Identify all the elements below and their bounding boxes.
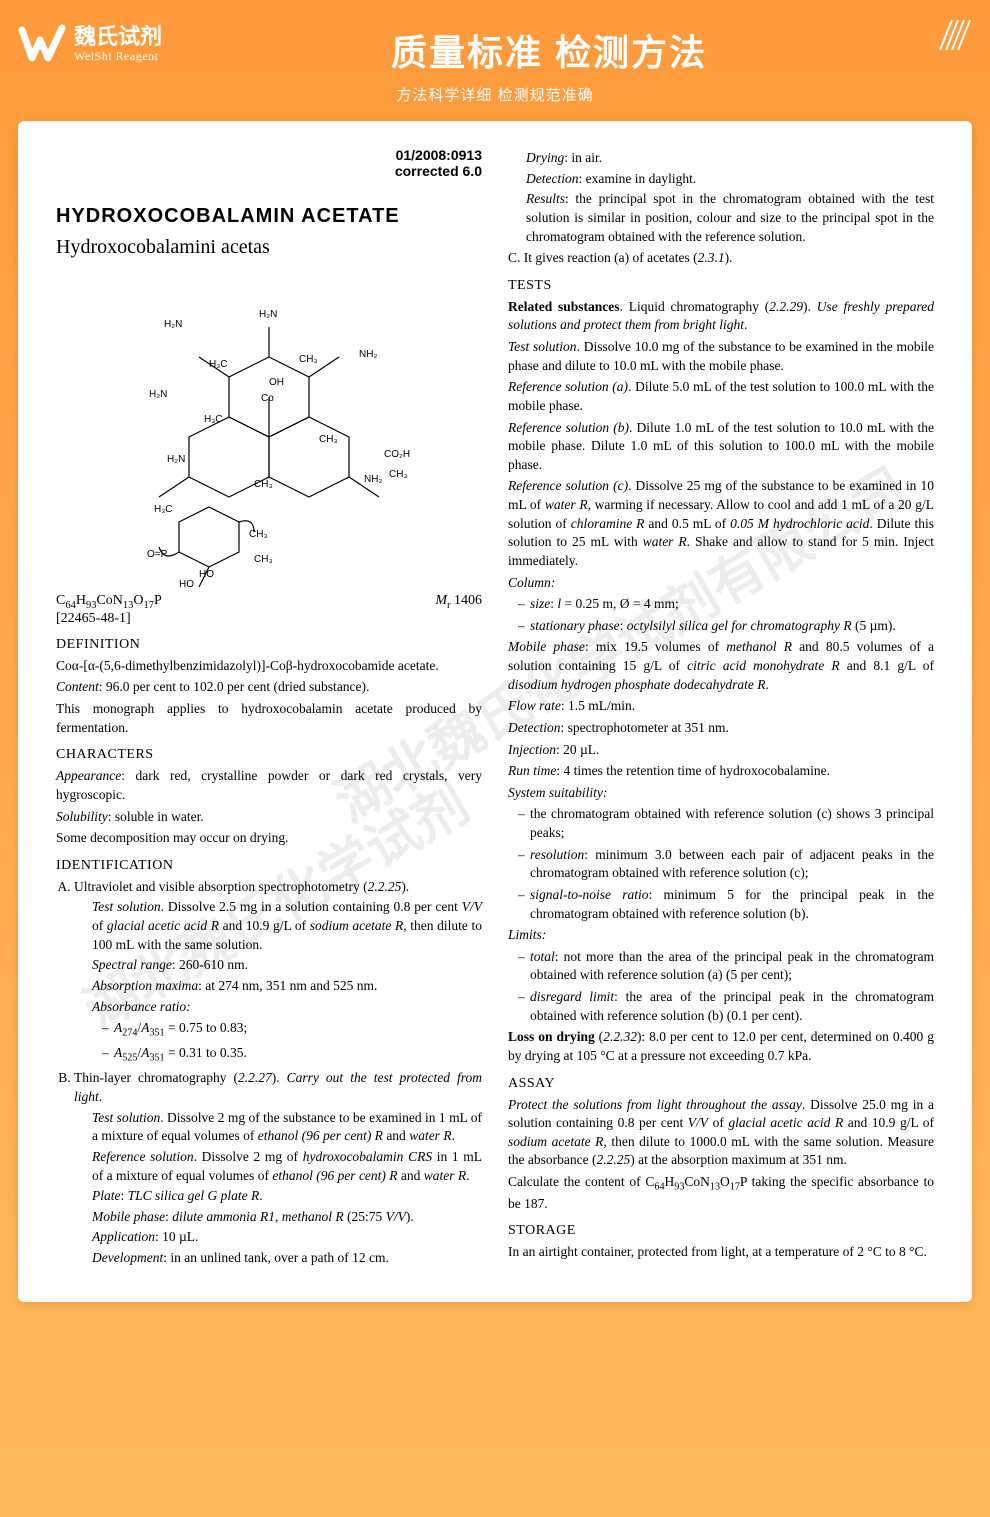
storage-text: In an airtight container, protected from… [508,1243,934,1262]
column-head: Column: [508,574,934,593]
cas-number: [22465-48-1] [56,611,482,627]
ident-a-test: Test solution. Dissolve 2.5 mg in a solu… [92,898,482,954]
svg-text:H₂N: H₂N [167,454,185,465]
test-solution: Test solution. Dissolve 10.0 mg of the s… [508,338,934,375]
appearance: Appearance: dark red, crystalline powder… [56,767,482,804]
limits-head: Limits: [508,926,934,945]
char-note: Some decomposition may occur on drying. [56,829,482,848]
svg-text:Co: Co [261,393,274,404]
doc-correction: corrected 6.0 [56,163,482,179]
svg-text:CH₃: CH₃ [254,479,273,490]
brand-name-en: WeiShi Reagent [74,50,162,63]
lim2: disregard limit: the area of the princip… [518,988,934,1025]
molecular-formula-row: C64H93CoN13O17P Mr 1406 [56,593,482,611]
definition-heading: DEFINITION [56,637,482,653]
ratio-1: A274/A351 = 0.75 to 0.83; [102,1019,482,1041]
ident-a-ratio-head: Absorbance ratio: [92,998,482,1017]
assay-p2: Calculate the content of C64H93CoN13O17P… [508,1173,934,1213]
ident-b-mobile: Mobile phase: dilute ammonia R1, methano… [92,1208,482,1227]
sys2: resolution: minimum 3.0 between each pai… [518,846,934,883]
svg-text:OH: OH [269,377,284,388]
ident-b-dry: Drying: in air. [526,149,934,168]
svg-text:CH₃: CH₃ [249,529,268,540]
ident-b-dev: Development: in an unlined tank, over a … [92,1249,482,1268]
svg-text:CH₃: CH₃ [299,354,318,365]
brand-name-cn: 魏氏试剂 [74,25,162,49]
mobile-phase: Mobile phase: mix 19.5 volumes of methan… [508,638,934,694]
column-size: size: l = 0.25 m, Ø = 4 mm; [518,595,934,614]
brand-logo: 魏氏试剂 WeiShi Reagent [18,20,162,68]
flow-rate: Flow rate: 1.5 mL/min. [508,697,934,716]
sys-suit-head: System suitability: [508,784,934,803]
column-left: 01/2008:0913 corrected 6.0 HYDROXOCOBALA… [56,147,482,1272]
page-title: 质量标准 检测方法 [180,24,918,76]
svg-text:H₂N: H₂N [149,389,167,400]
sys3: signal-to-noise ratio: minimum 5 for the… [518,886,934,923]
injection: Injection: 20 µL. [508,741,934,760]
ident-b-det: Detection: examine in daylight. [526,170,934,189]
svg-text:CH₃: CH₃ [319,434,338,445]
column-phase: stationary phase: octylsilyl silica gel … [518,617,934,636]
chemical-structure: Co H₂N H₂N NH₂ CO₂H H₂N H₃C CH₃ H₃C OH CH₃ CH… [56,267,482,587]
ident-a-maxima: Absorption maxima: at 274 nm, 351 nm and… [92,977,482,996]
loss-on-drying: Loss on drying (2.2.32): 8.0 per cent to… [508,1028,934,1065]
sys1: the chromatogram obtained with reference… [518,805,934,842]
ident-c: C. It gives reaction (a) of acetates (2.… [508,249,934,268]
ident-a-range: Spectral range: 260-610 nm. [92,956,482,975]
ident-b-app: Application: 10 µL. [92,1228,482,1247]
svg-text:H₃C: H₃C [209,359,228,370]
svg-text:H₃C: H₃C [154,504,173,515]
ident-b: Thin-layer chromatography (2.2.27). Carr… [74,1069,482,1267]
ident-b-test: Test solution. Dissolve 2 mg of the subs… [92,1109,482,1146]
characters-heading: CHARACTERS [56,747,482,763]
doc-meta: 01/2008:0913 corrected 6.0 [56,147,482,179]
lim1: total: not more than the area of the pri… [518,948,934,985]
identification-heading: IDENTIFICATION [56,858,482,874]
ident-b-plate: Plate: TLC silica gel G plate R. [92,1187,482,1206]
run-time: Run time: 4 times the retention time of … [508,762,934,781]
monograph-title: HYDROXOCOBALAMIN ACETATE [56,205,482,228]
page-header: 魏氏试剂 WeiShi Reagent 质量标准 检测方法 [18,20,972,76]
ref-c: Reference solution (c). Dissolve 25 mg o… [508,477,934,570]
svg-text:CH₃: CH₃ [254,554,273,565]
definition-content: Content: 96.0 per cent to 102.0 per cent… [56,678,482,697]
svg-text:H₂N: H₂N [259,309,277,320]
molecular-formula: C64H93CoN13O17P [56,593,162,611]
solubility: Solubility: soluble in water. [56,808,482,827]
column-right: Drying: in air. Detection: examine in da… [508,147,934,1272]
svg-text:H₃C: H₃C [204,414,223,425]
ratio-2: A525/A351 = 0.31 to 0.35. [102,1044,482,1066]
svg-text:H₂N: H₂N [164,319,182,330]
latin-name: Hydroxocobalamini acetas [56,236,482,259]
decorative-hatch-icon [936,20,972,50]
molecular-weight: Mr 1406 [435,593,482,611]
logo-icon [18,20,66,68]
svg-text:HO: HO [199,569,214,580]
assay-p1: Protect the solutions from light through… [508,1096,934,1171]
ident-b-ref: Reference solution. Dissolve 2 mg of hyd… [92,1148,482,1185]
definition-name: Coα-[α-(5,6-dimethylbenzimidazolyl)]-Coβ… [56,657,482,676]
document-sheet: 湖北魏氏化学试剂有限公司 湖北魏氏化学试剂 01/2008:0913 corre… [18,121,972,1302]
svg-text:CO₂H: CO₂H [384,449,410,460]
page-subtitle: 方法科学详细 检测规范准确 [18,84,972,105]
storage-heading: STORAGE [508,1223,934,1239]
tests-heading: TESTS [508,278,934,294]
related-substances-head: Related substances. Liquid chromatograph… [508,298,934,335]
svg-text:NH₂: NH₂ [364,474,382,485]
ref-a: Reference solution (a). Dilute 5.0 mL of… [508,378,934,415]
doc-id: 01/2008:0913 [56,147,482,163]
ref-b: Reference solution (b). Dilute 1.0 mL of… [508,419,934,475]
svg-text:NH₂: NH₂ [359,349,377,360]
detection: Detection: spectrophotometer at 351 nm. [508,719,934,738]
svg-text:CH₃: CH₃ [389,469,408,480]
definition-note: This monograph applies to hydroxocobalam… [56,700,482,737]
structure-diagram-icon: Co H₂N H₂N NH₂ CO₂H H₂N H₃C CH₃ H₃C OH CH₃ CH… [109,267,429,587]
assay-heading: ASSAY [508,1076,934,1092]
svg-text:HO: HO [179,579,194,587]
ident-a: Ultraviolet and visible absorption spect… [74,878,482,1066]
ident-b-res: Results: the principal spot in the chrom… [526,190,934,246]
